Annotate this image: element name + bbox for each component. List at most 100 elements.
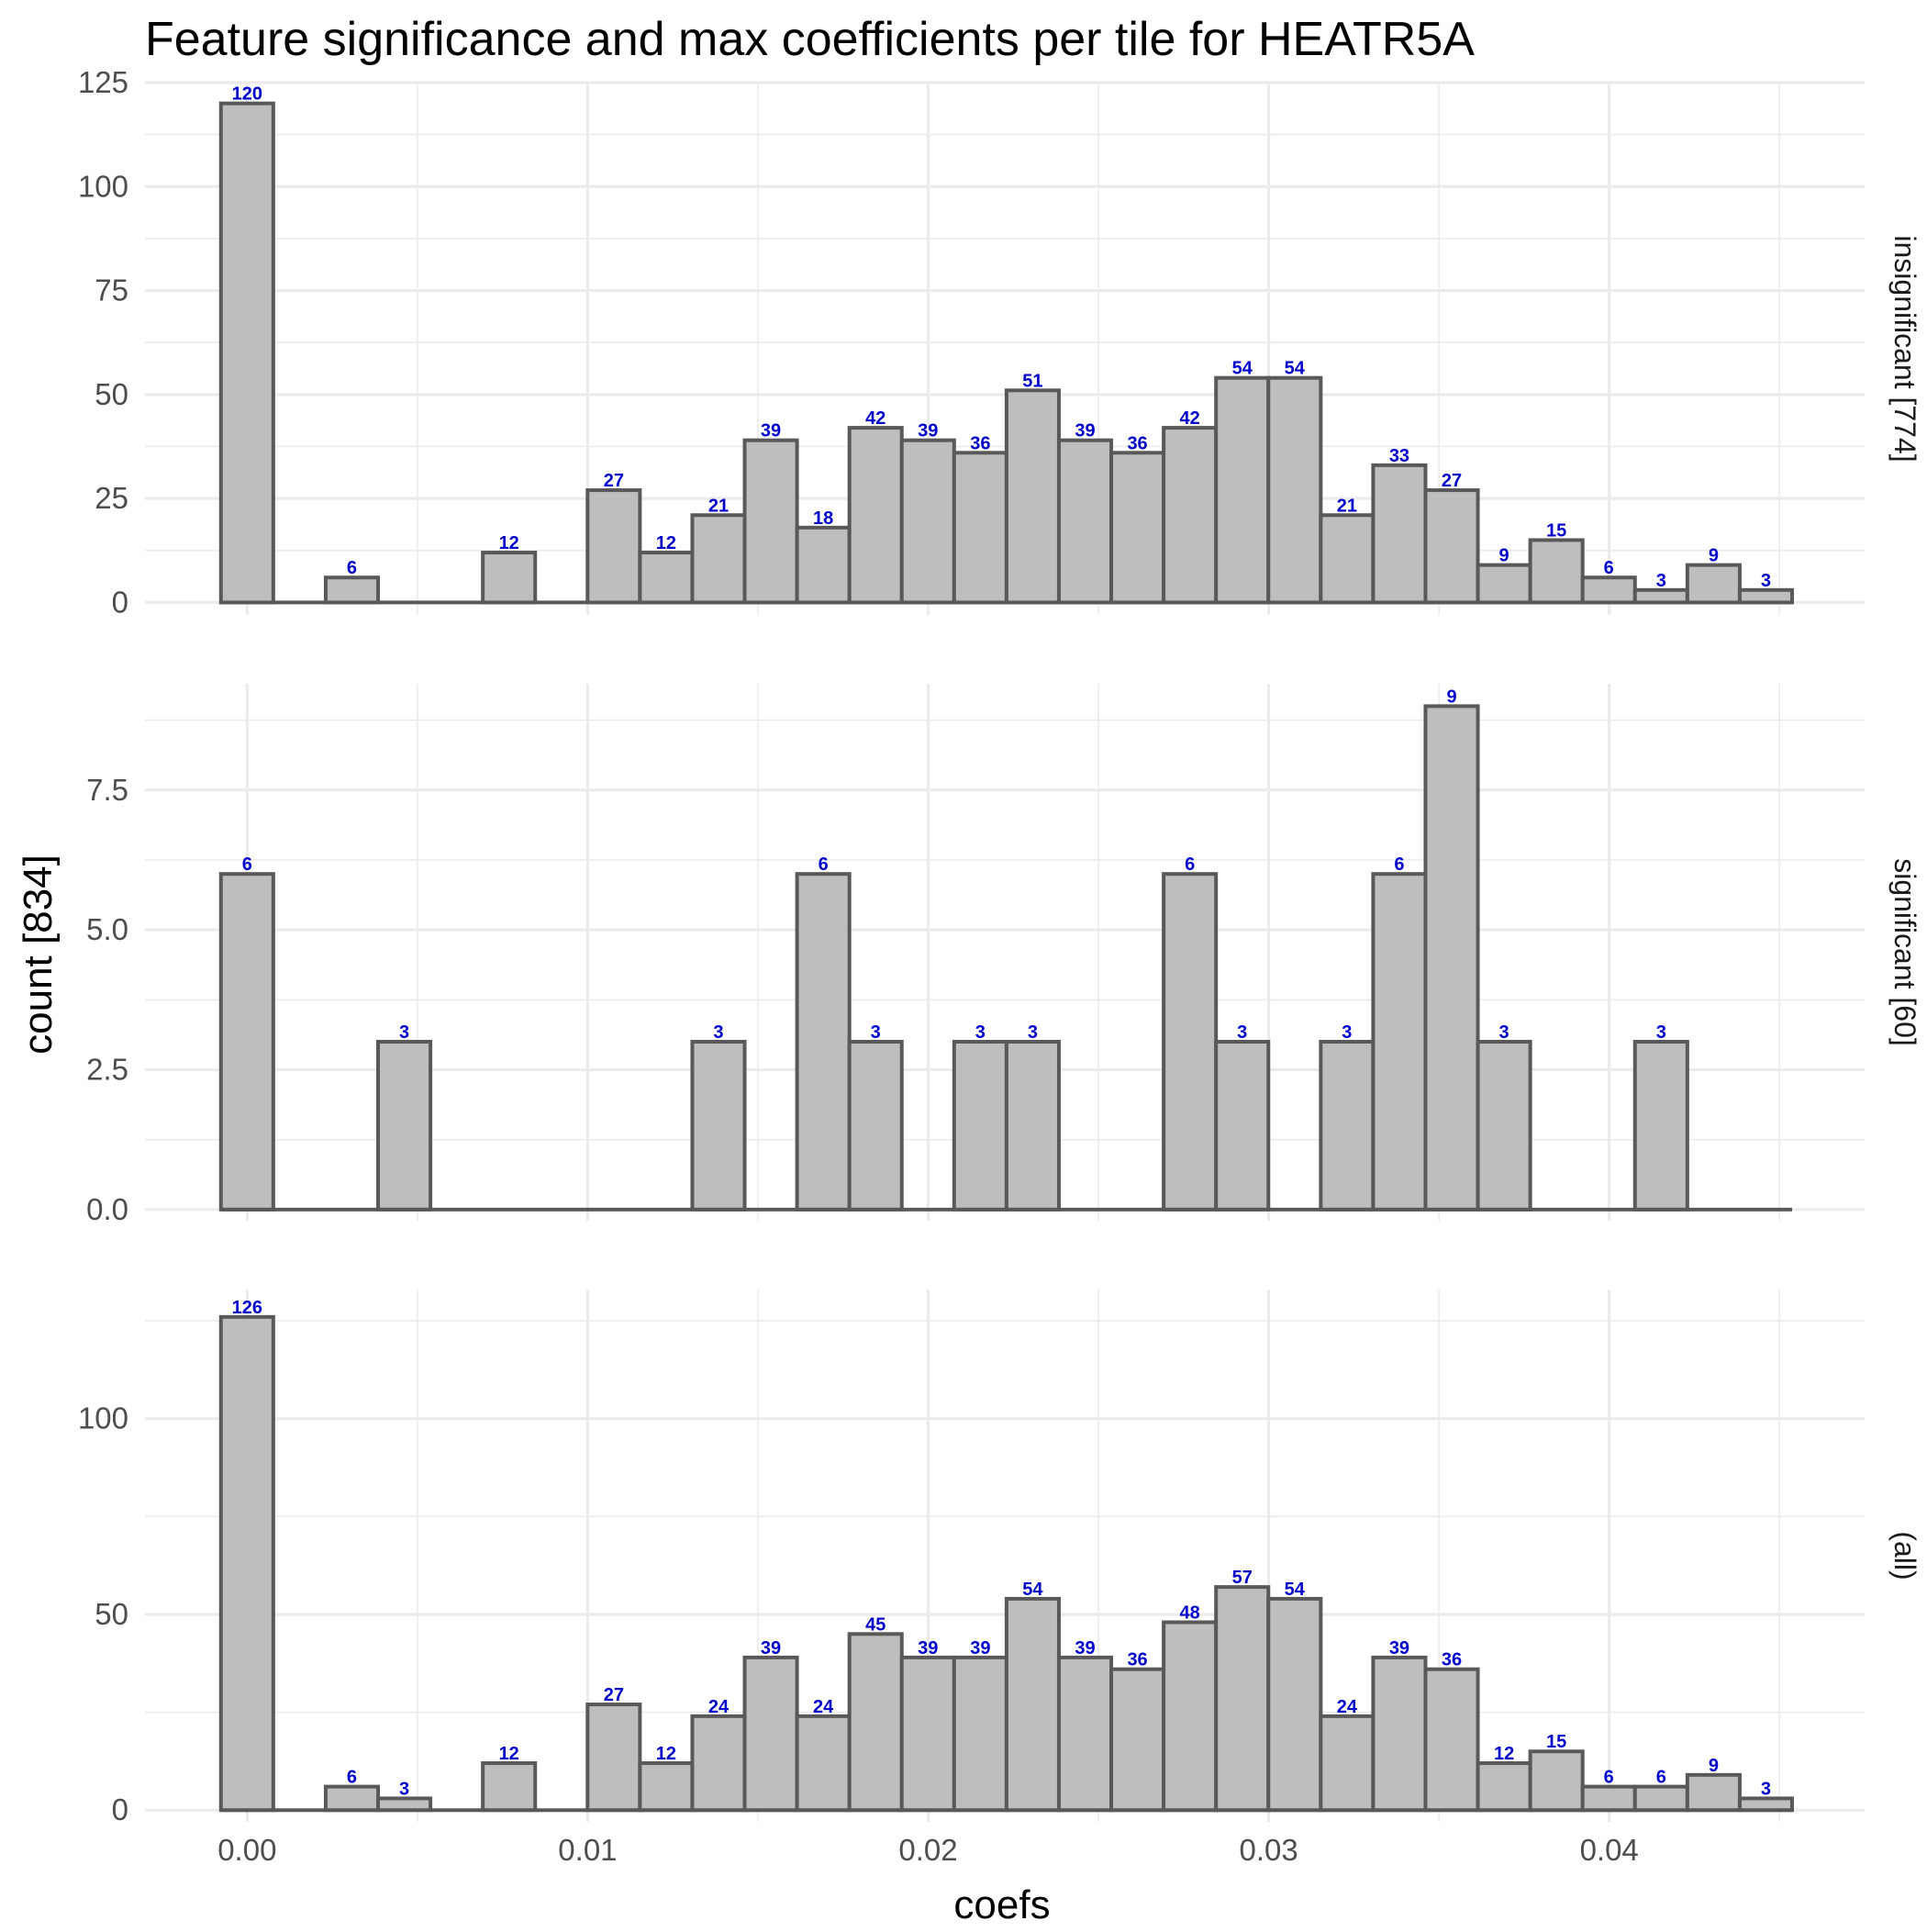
y-tick-label: 2.5 xyxy=(86,1052,128,1086)
y-tick-label: 0 xyxy=(112,1792,128,1826)
histogram-bar xyxy=(1319,513,1376,605)
histogram-bar xyxy=(847,1632,904,1813)
histogram-bar xyxy=(795,872,852,1212)
histogram-bar xyxy=(376,1040,433,1212)
histogram-bar xyxy=(1162,872,1219,1212)
bar-count-label: 9 xyxy=(1499,546,1509,566)
bar-count-label: 120 xyxy=(232,84,262,105)
histogram-bar xyxy=(1109,451,1166,605)
bar-count-label: 6 xyxy=(1604,558,1614,578)
histogram-bar xyxy=(1737,1796,1794,1813)
bar-count-label: 36 xyxy=(970,433,990,453)
bar-count-label: 6 xyxy=(347,558,357,578)
bar-count-label: 3 xyxy=(975,1022,986,1043)
bar-count-label: 9 xyxy=(1446,687,1456,707)
histogram-bar xyxy=(952,1040,1008,1212)
histogram-bar xyxy=(1632,1784,1689,1813)
histogram-bar xyxy=(847,426,904,605)
histogram-bar xyxy=(1632,1040,1689,1212)
histogram-bar xyxy=(481,551,538,605)
bar-count-label: 39 xyxy=(1075,421,1095,441)
histogram-bar xyxy=(1266,375,1323,605)
facet-strip-label: (all) xyxy=(1888,1531,1921,1580)
bar-count-label: 21 xyxy=(1337,496,1357,516)
histogram-bar xyxy=(899,438,956,605)
facet-strip-label: insignificant [774] xyxy=(1888,235,1921,462)
bar-count-label: 57 xyxy=(1232,1568,1253,1588)
histogram-bar xyxy=(1423,488,1480,605)
histogram-bar xyxy=(1476,563,1532,605)
bar-count-label: 9 xyxy=(1709,1756,1719,1776)
chart-title: Feature significance and max coefficient… xyxy=(145,13,1475,66)
x-tick-label: 0.03 xyxy=(1239,1833,1298,1867)
bar-count-label: 6 xyxy=(819,854,829,875)
histogram-bar xyxy=(1109,1667,1166,1813)
y-tick-label: 25 xyxy=(95,481,128,515)
bar-count-label: 3 xyxy=(399,1022,409,1043)
y-tick-label: 125 xyxy=(78,65,128,99)
histogram-bar xyxy=(690,1040,747,1212)
bar-count-label: 48 xyxy=(1180,1603,1200,1624)
histogram-bar xyxy=(1476,1761,1532,1813)
histogram-bar xyxy=(1004,388,1061,605)
bar-count-label: 54 xyxy=(1022,1580,1043,1600)
x-tick-label: 0.04 xyxy=(1580,1833,1639,1867)
y-tick-label: 50 xyxy=(95,377,128,411)
bar-count-label: 54 xyxy=(1285,359,1306,379)
bar-count-label: 3 xyxy=(871,1022,881,1043)
facet-strip-label: significant [60] xyxy=(1888,858,1921,1046)
bar-count-label: 3 xyxy=(1761,1779,1771,1799)
histogram-bar xyxy=(1423,1667,1480,1813)
histogram-bar xyxy=(323,1784,381,1813)
bar-count-label: 21 xyxy=(708,496,729,516)
x-tick-label: 0.00 xyxy=(217,1833,276,1867)
bar-count-label: 3 xyxy=(1342,1022,1352,1043)
histogram-bar xyxy=(1685,1772,1742,1813)
histogram-bar xyxy=(638,1761,695,1813)
histogram-bar xyxy=(1685,563,1742,605)
histogram-bar xyxy=(952,1655,1008,1813)
bar-count-label: 24 xyxy=(708,1697,730,1717)
bar-count-label: 15 xyxy=(1546,520,1566,541)
histogram-bar xyxy=(323,575,381,605)
histogram-bar xyxy=(690,513,747,605)
histogram-bar xyxy=(1214,375,1271,605)
bar-count-label: 3 xyxy=(1499,1022,1509,1043)
bar-count-label: 54 xyxy=(1232,359,1253,379)
bar-count-label: 6 xyxy=(1656,1768,1666,1788)
histogram-bar xyxy=(690,1714,747,1813)
histogram-bar xyxy=(1737,587,1794,605)
bar-count-label: 6 xyxy=(1394,854,1404,875)
bar-count-label: 3 xyxy=(1237,1022,1247,1043)
y-tick-label: 75 xyxy=(95,274,128,307)
histogram-bar xyxy=(1266,1596,1323,1813)
bar-count-label: 27 xyxy=(604,471,624,491)
bar-count-label: 3 xyxy=(1028,1022,1038,1043)
bar-count-label: 3 xyxy=(399,1779,409,1799)
bar-count-label: 126 xyxy=(232,1298,262,1318)
histogram-bar xyxy=(585,488,642,605)
x-axis-title: coefs xyxy=(953,1882,1050,1927)
bar-count-label: 12 xyxy=(499,1744,519,1764)
bar-count-label: 42 xyxy=(1180,408,1200,429)
histogram-bar xyxy=(1214,1040,1271,1212)
bar-count-label: 12 xyxy=(656,533,676,553)
histogram-bar xyxy=(1371,872,1428,1212)
bar-count-label: 39 xyxy=(761,421,781,441)
bar-count-label: 42 xyxy=(865,408,886,429)
histogram-bar xyxy=(1528,538,1585,605)
histogram-bar xyxy=(218,1314,275,1813)
y-tick-label: 5.0 xyxy=(86,912,128,946)
facet-panel-2: 6 3 3 6 3 3 3 6 3 3 6 9 3 3 0.0 2.5 5.0 7.5 significant [6… xyxy=(86,684,1921,1226)
bar-count-label: 6 xyxy=(1185,854,1195,875)
bar-count-label: 18 xyxy=(813,508,833,529)
histogram-bar xyxy=(1162,1620,1219,1813)
histogram-bar xyxy=(1580,1784,1637,1813)
x-tick-label: 0.02 xyxy=(898,1833,957,1867)
y-tick-label: 7.5 xyxy=(86,773,128,807)
bar-count-label: 24 xyxy=(1337,1697,1358,1717)
y-tick-label: 0 xyxy=(112,585,128,619)
